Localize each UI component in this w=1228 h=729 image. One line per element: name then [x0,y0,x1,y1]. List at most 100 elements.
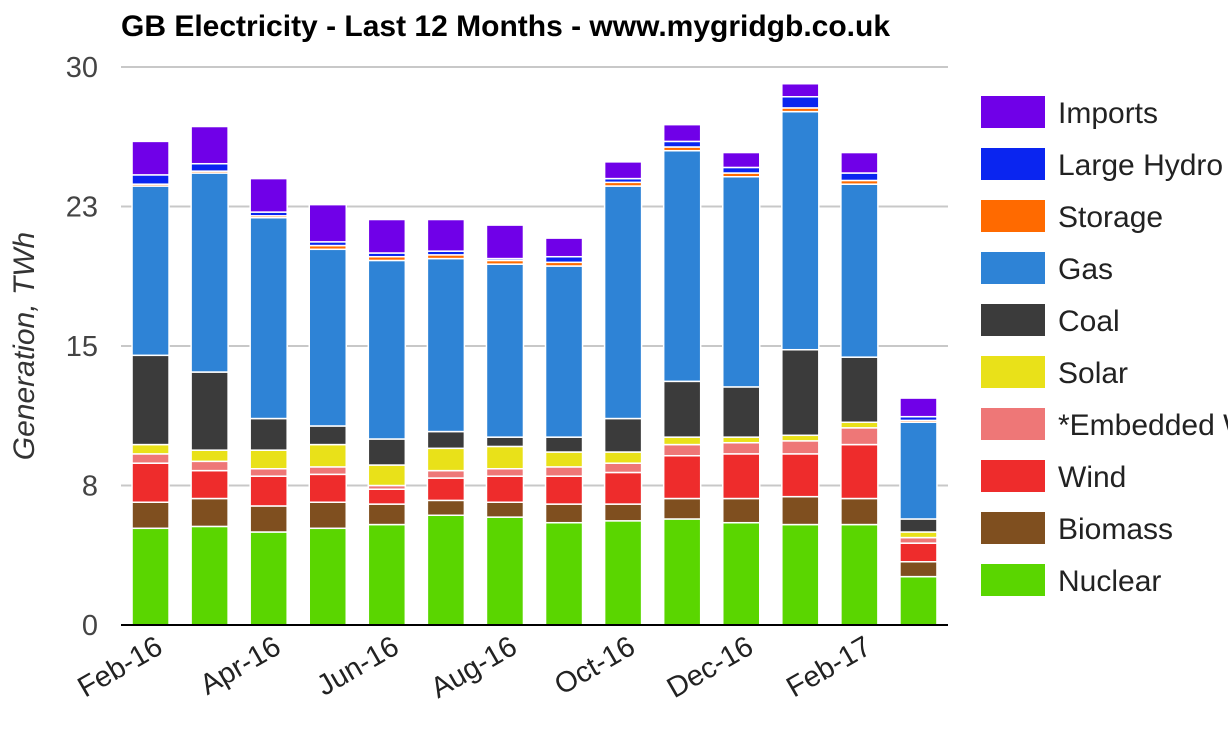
legend-swatch [981,408,1045,440]
bar-segment [131,354,170,446]
legend-label: Biomass [1058,513,1173,546]
bar-segment [840,497,879,526]
bar-segment [603,471,643,505]
bar-segment [722,436,761,444]
bar-segment [662,497,702,520]
bar-segment [190,125,229,165]
legend-swatch [981,564,1045,596]
bar-segment [544,521,584,626]
bar-segment [781,96,820,109]
bar-segment [190,371,229,451]
bar-segment [308,527,347,626]
bar-segment [308,248,347,427]
bar-segment [781,434,820,442]
bar-segment [249,216,288,420]
bar-segment [722,166,761,174]
bar-segment [662,454,702,500]
bar-segment [190,162,229,172]
bar-segment [426,499,466,517]
bar-segment [485,445,525,470]
bar-segment [485,501,525,518]
bar-segment [840,356,879,424]
bar-segment [603,185,643,420]
bar-segment [899,542,938,563]
bar-segment [899,421,938,520]
legend-label: Imports [1058,97,1158,130]
bar-segment [131,462,170,503]
bar-segment [840,523,879,626]
y-tick-label: 0 [82,610,98,642]
bar-segment [722,386,761,438]
bar-segment [190,460,229,472]
bar-segment [722,521,761,626]
x-tick-label: Aug-16 [425,630,522,704]
bar-segment [308,425,347,446]
bar-segment [249,417,288,451]
bar-segment [131,443,170,455]
bar-segment [544,237,584,258]
bar-segment [662,380,702,438]
bar-segment [249,531,288,626]
legend-label: Solar [1058,357,1128,390]
bar-segment [367,218,407,254]
y-tick-label: 23 [66,192,98,224]
bar-segment [781,440,820,455]
bar-segment [131,185,170,357]
bar-segment [840,421,879,429]
legend-swatch [981,512,1045,544]
legend-label: Nuclear [1058,565,1161,598]
bar-segment [722,453,761,500]
bar-segment [485,436,525,448]
bar-segment [662,443,702,457]
bar-segment [840,172,879,182]
bar-segment [308,443,347,468]
bar-segment [367,523,407,626]
bar-segment [426,514,466,626]
y-axis-ticks: 0 8 15 23 30 [66,52,98,642]
legend-swatch [981,460,1045,492]
bar-segment [131,453,170,464]
bar-segment [367,438,407,466]
bar-segment [485,468,525,477]
bar-segment [249,449,288,470]
bar-segment [190,525,229,626]
x-tick-label: Dec-16 [662,630,759,704]
bar-segment [308,473,347,503]
bar-segment [544,255,584,264]
bar-segment [781,453,820,498]
bar-segment [190,172,229,373]
bar-segment [426,257,466,433]
legend: Imports Large Hydro Storage Gas Coal Solar *Em… [981,96,1228,598]
bar-segment [840,183,879,358]
bar-segment [662,436,702,446]
bar-segment [899,518,938,533]
bar-segment [840,427,879,446]
bar-segment [367,488,407,505]
bar-segment [485,263,525,438]
bar-segment [840,151,879,174]
bar-segment [190,497,229,528]
bar-segment [485,224,525,260]
y-tick-label: 8 [82,471,98,503]
bar-segment [308,501,347,530]
bar-segment [131,501,170,530]
y-tick-label: 30 [66,52,98,84]
bar-segment [544,503,584,524]
bar-segment [662,140,702,148]
legend-label: Storage [1058,201,1163,234]
bar-segment [426,447,466,472]
bar-segment [308,466,347,476]
bar-segment [544,265,584,438]
bar-segment [131,140,170,176]
bar-segment [367,464,407,487]
bar-segment [249,177,288,213]
bars [131,82,938,626]
legend-swatch [981,200,1045,232]
bar-segment [781,110,820,351]
bar-segment [249,505,288,533]
legend-label: Large Hydro [1058,149,1223,182]
bar-segment [367,503,407,526]
bar-segment [722,441,761,455]
bar-segment [603,417,643,453]
